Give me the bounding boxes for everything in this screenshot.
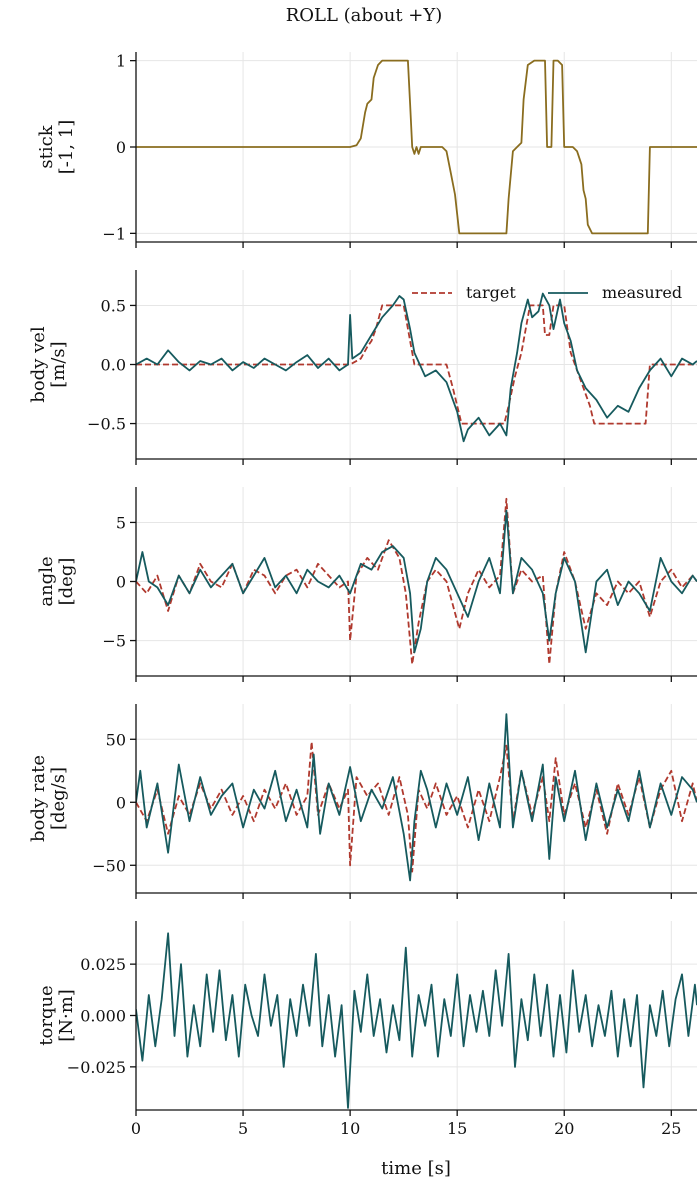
x-tick-label: 10: [340, 1119, 360, 1138]
y-axis-label: torque: [36, 985, 57, 1045]
y-tick-label: 0: [116, 138, 126, 157]
y-axis-label: body rate: [28, 755, 49, 842]
y-axis-label: angle: [36, 556, 57, 606]
series-group: [136, 713, 697, 882]
x-tick-label: 20: [554, 1119, 574, 1138]
panels: −1 0 1 stick [-1, 1] −0.5 0.0 0.5 body vel [m/s] t…: [28, 52, 697, 1138]
series-line-1: [136, 59, 697, 235]
y-axis-label: stick: [36, 124, 57, 168]
series-measured: [136, 292, 697, 443]
legend-label-target: target: [466, 283, 516, 302]
y-tick-label: 0: [116, 573, 126, 592]
y-tick-label: 0.0: [101, 356, 126, 375]
y-axis-label: [m/s]: [48, 341, 69, 387]
panel-5: −0.025 0.000 0.025 0 5 10 15 20 25 torque [N·m]: [36, 921, 697, 1138]
legend: target measured: [412, 283, 682, 302]
y-tick-label: −5: [102, 632, 126, 651]
series-line-1: [136, 932, 697, 1109]
series-measured: [136, 509, 697, 654]
panel-4: −50 0 50 body rate [deg/s]: [28, 704, 697, 899]
y-axis-label: [deg]: [56, 558, 77, 606]
y-tick-label: −50: [92, 856, 126, 875]
panel-2: −0.5 0.0 0.5 body vel [m/s] target measured: [28, 270, 697, 465]
y-tick-label: −1: [102, 224, 126, 243]
y-tick-label: 5: [116, 513, 126, 532]
series-target: [136, 740, 697, 873]
x-tick-label: 5: [238, 1119, 248, 1138]
x-tick-label: 25: [661, 1119, 681, 1138]
y-tick-label: 1: [116, 52, 126, 71]
series-group: [136, 932, 697, 1109]
y-axis-label: [N·m]: [56, 989, 77, 1042]
y-tick-label: 0: [116, 793, 126, 812]
panel-3: −5 0 5 angle [deg]: [36, 487, 697, 682]
x-tick-label: 15: [447, 1119, 467, 1138]
x-tick-label: 0: [131, 1119, 141, 1138]
series-measured: [136, 713, 697, 882]
series-target: [136, 304, 697, 425]
y-tick-label: 50: [106, 730, 126, 749]
y-axis-label: [-1, 1]: [56, 120, 77, 174]
panel-1: −1 0 1 stick [-1, 1]: [36, 52, 697, 248]
series-group: [136, 497, 697, 666]
y-axis-label: body vel: [28, 326, 49, 403]
y-tick-label: 0.5: [101, 296, 126, 315]
y-tick-label: 0.025: [80, 955, 126, 974]
y-tick-label: −0.025: [67, 1058, 126, 1077]
legend-label-measured: measured: [602, 283, 682, 302]
y-tick-label: 0.000: [80, 1007, 126, 1026]
figure-title: ROLL (about +Y): [286, 5, 443, 26]
series-group: [136, 292, 697, 443]
y-tick-label: −0.5: [87, 415, 126, 434]
y-axis-label: [deg/s]: [48, 767, 69, 830]
x-axis-label: time [s]: [381, 1158, 451, 1179]
series-group: [136, 59, 697, 235]
